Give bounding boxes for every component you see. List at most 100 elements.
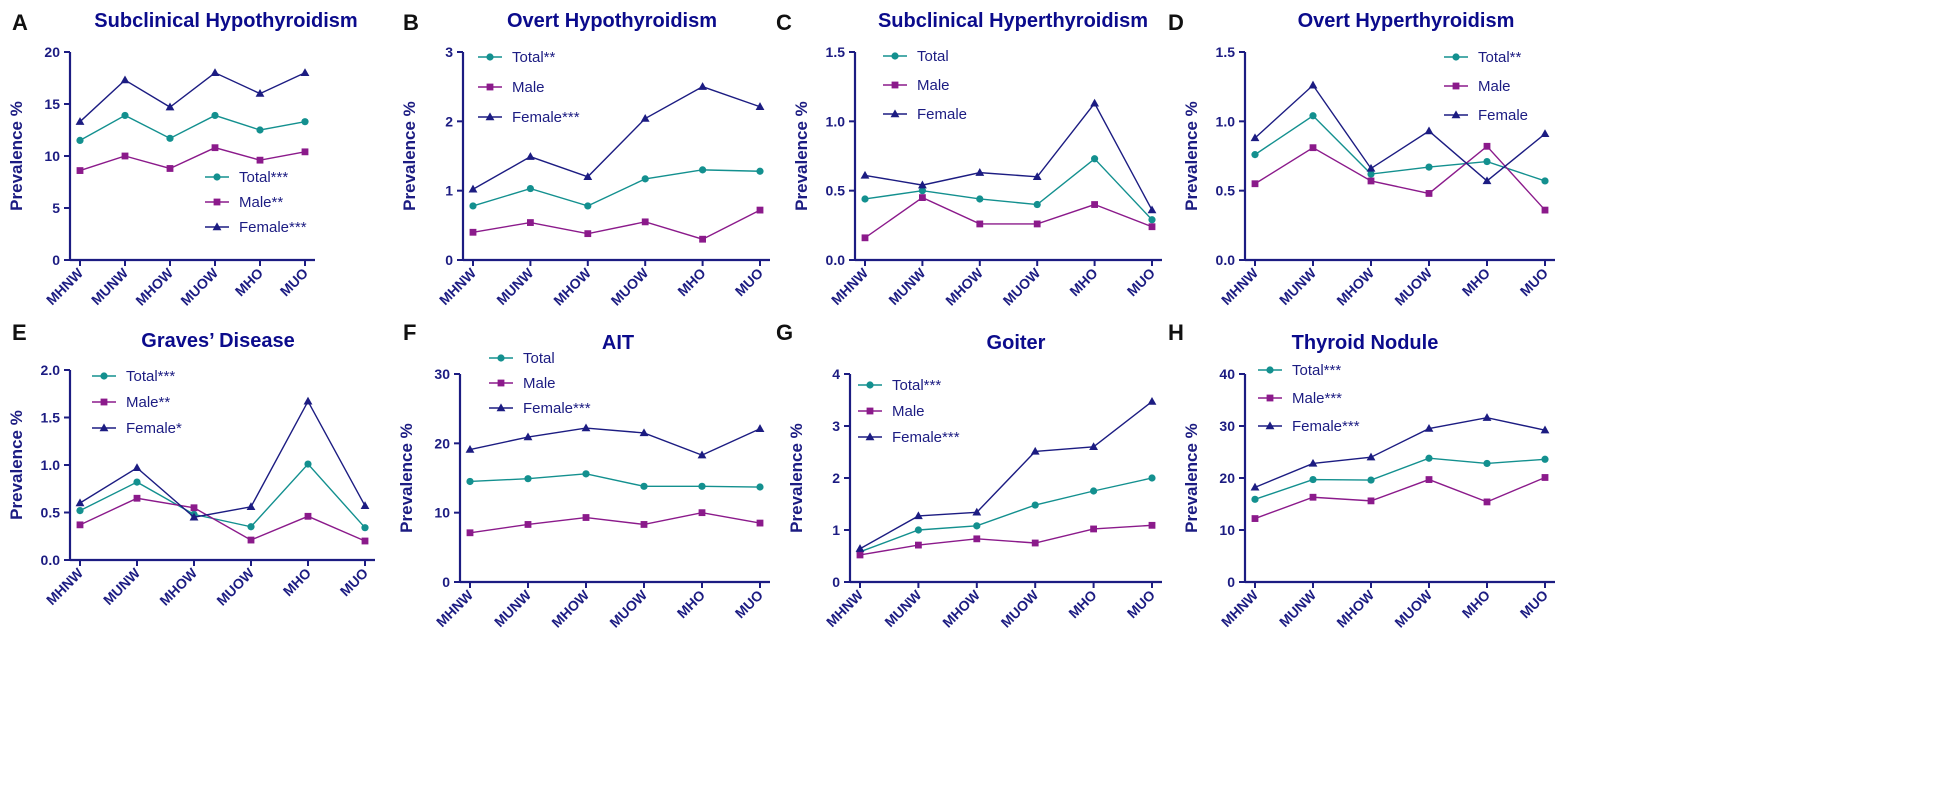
panel-h-female-point — [1482, 413, 1492, 421]
panel-g-female-point — [972, 507, 982, 516]
panel-c-title: Subclinical Hyperthyroidism — [878, 10, 1148, 32]
panel-g-male-point — [856, 551, 864, 559]
panel-d-male-line — [1254, 145, 1546, 211]
panel-f-female-line — [469, 427, 761, 456]
panel-c-male-line — [864, 196, 1153, 239]
panel-f-total-point — [698, 482, 706, 490]
panel-c-letter: C — [776, 10, 792, 35]
panel-c-total-point — [976, 195, 984, 203]
panel-e-ytick-label: 2.0 — [41, 362, 61, 378]
panel-d-female-point — [1424, 126, 1434, 135]
panel-a-total-line — [79, 114, 306, 142]
panel-g-male-point — [1031, 539, 1039, 547]
panel-e-xtick-label: MUO — [337, 565, 371, 599]
panel-a-total-point — [166, 134, 174, 142]
panel-c-legend-female-marker — [890, 109, 900, 118]
panel-a-male-point — [166, 165, 174, 172]
panel-d-ytick-label: 0.0 — [1216, 252, 1236, 268]
panel-e-female-point — [189, 512, 199, 521]
panel-g-xtick-label: MHO — [1065, 587, 1099, 621]
panel-a-male-point — [76, 167, 84, 174]
panel-b-title: Overt Hypothyroidism — [507, 10, 717, 32]
panel-b-male-point — [469, 228, 477, 236]
panel-c-xtick-label: MUO — [1124, 265, 1158, 299]
panel-a-female-line — [79, 71, 306, 123]
panel-b-ytick-label: 2 — [445, 113, 453, 129]
panel-f-total-point — [582, 470, 590, 478]
panel-d-female-point — [1308, 80, 1318, 89]
panel-f-female-point — [639, 428, 649, 437]
panel-b-legend-total-label: Total** — [512, 49, 556, 66]
panel-b-total-point — [526, 184, 535, 193]
panel-d-total-point — [1541, 177, 1549, 185]
panel-d-legend-male-label: Male — [1478, 78, 1511, 95]
panel-e-ytick-label: 0.5 — [41, 505, 61, 521]
panel-g-legend-female-label: Female*** — [892, 429, 960, 446]
panel-d-xtick-label: MHNW — [1218, 264, 1262, 308]
panel-b-male-point — [756, 206, 764, 214]
panel-g-xtick-label: MHOW — [939, 586, 983, 630]
panel-g-male-point — [1090, 525, 1097, 533]
panel-g-ytick-label: 0 — [832, 574, 840, 590]
panel-a-male-point — [121, 152, 129, 160]
panel-c-total-point — [1148, 216, 1156, 224]
panel-c-legend-total-marker — [891, 52, 899, 60]
panel-e-legend-total-label: Total*** — [126, 368, 175, 385]
panel-f-total-point — [524, 475, 532, 483]
panel-a-female-point — [120, 75, 130, 84]
panel-a-legend-female-marker — [212, 222, 222, 231]
panel-e-total-point — [361, 524, 369, 532]
panel-g-letter: G — [776, 320, 793, 345]
panel-b-ytick-label: 3 — [445, 44, 453, 60]
panel-h-legend-total-label: Total*** — [1292, 362, 1341, 379]
panel-h-female-point — [1250, 482, 1260, 491]
panel-c-male-point — [1091, 201, 1098, 208]
panel-c-male-point — [976, 220, 984, 228]
panel-b-male-point — [641, 218, 649, 226]
panel-c-female-point — [918, 180, 927, 189]
panel-c-legend-male-marker — [891, 81, 899, 89]
panel-e-legend-female-marker — [99, 423, 109, 432]
panel-d-ytick-label: 1.5 — [1216, 44, 1236, 60]
panel-d-ylabel: Prevalence % — [1182, 101, 1201, 211]
panel-a-xtick-label: MUO — [277, 265, 311, 299]
panel-f-female-point — [697, 450, 707, 459]
panel-a-female-point — [75, 117, 85, 125]
panel-h-xtick-label: MUNW — [1276, 586, 1320, 630]
panel-b-ytick-label: 0 — [445, 252, 453, 268]
panel-a-xtick-label: MUNW — [88, 264, 132, 308]
panel-h-male-point — [1309, 493, 1317, 501]
panel-e-total-point — [304, 460, 312, 468]
panel-h-xtick-label: MHNW — [1218, 586, 1262, 630]
panel-h-total-point — [1251, 495, 1259, 503]
panel-c-male-point — [919, 194, 926, 201]
panel-b-total-point — [584, 202, 592, 210]
panel-f-male-point — [698, 509, 706, 517]
panel-a-total-point — [121, 111, 129, 120]
panel-a-ytick-label: 5 — [52, 200, 60, 216]
panel-c-xtick-label: MUNW — [885, 264, 929, 308]
panel-d-male-point — [1483, 142, 1491, 150]
panel-d-legend-total-marker — [1452, 53, 1460, 61]
panel-f-male-point — [582, 514, 590, 521]
panel-a-ylabel: Prevalence % — [7, 101, 26, 211]
panel-c-female-point — [1090, 98, 1099, 107]
panel-e-female-point — [75, 498, 85, 507]
panel-g-female-point — [1030, 446, 1040, 455]
panel-g-total-point — [1090, 487, 1098, 495]
panel-d-total-point — [1251, 151, 1259, 159]
panel-b-female-point — [755, 102, 765, 110]
panel-c-total-point — [861, 195, 869, 203]
panel-g-total-point — [973, 522, 981, 530]
panel-b-ylabel: Prevalence % — [400, 101, 419, 211]
panel-a-ytick-label: 0 — [52, 252, 60, 268]
panel-g-legend-female-marker — [865, 432, 875, 441]
panel-c-total-point — [918, 187, 927, 195]
panel-a-total-point — [211, 111, 219, 120]
panel-g-ylabel: Prevalence % — [787, 423, 806, 533]
panel-b-female-line — [472, 85, 761, 190]
panel-f-xtick-label: MUNW — [491, 586, 535, 630]
panel-c-male-point — [1148, 223, 1156, 231]
panel-f-legend-male-marker — [497, 379, 505, 387]
